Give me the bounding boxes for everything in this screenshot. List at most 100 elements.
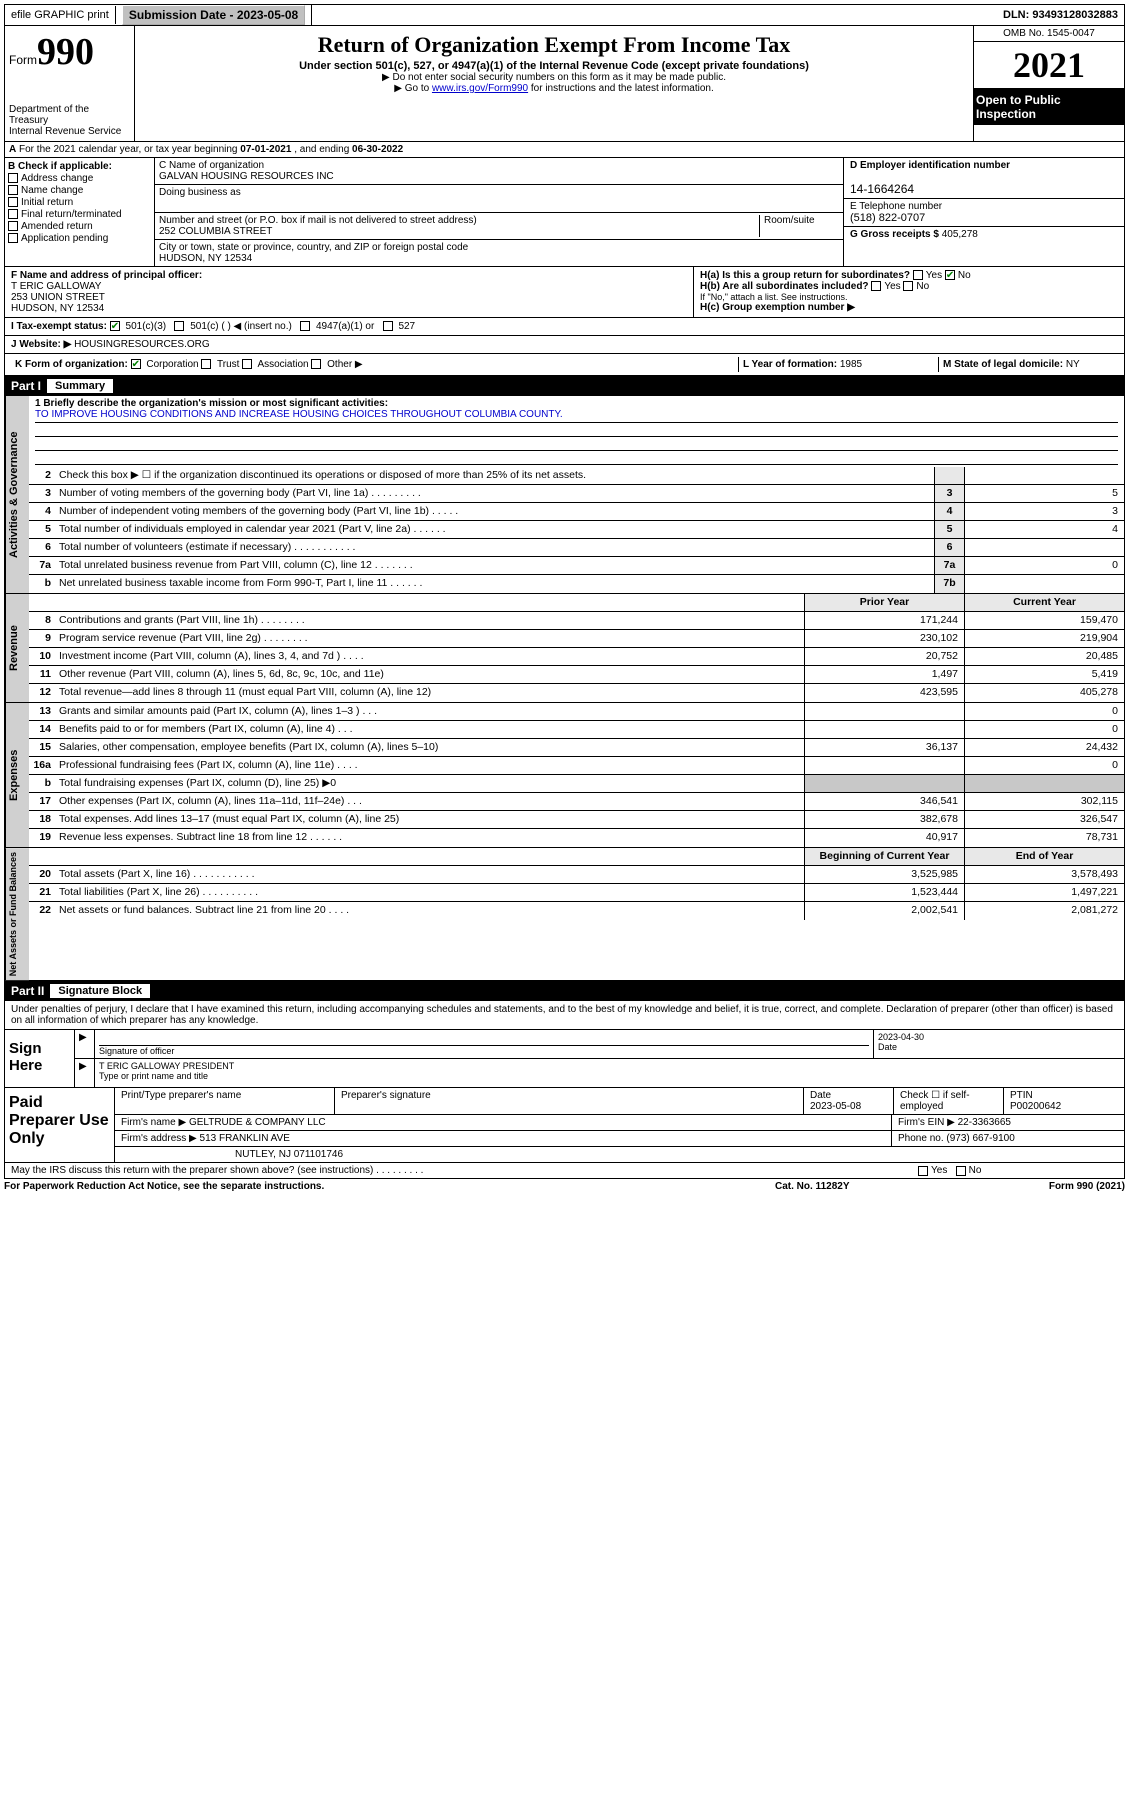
exp-line: 19Revenue less expenses. Subtract line 1… <box>29 829 1124 847</box>
section-fh: F Name and address of principal officer:… <box>4 267 1125 318</box>
gov-line: 5Total number of individuals employed in… <box>29 521 1124 539</box>
na-line: 22Net assets or fund balances. Subtract … <box>29 902 1124 920</box>
mission-block: 1 Briefly describe the organization's mi… <box>29 396 1124 467</box>
rev-line: 9Program service revenue (Part VIII, lin… <box>29 630 1124 648</box>
part-ii-header: Part IISignature Block <box>4 981 1125 1001</box>
firm-addr2: NUTLEY, NJ 071101746 <box>115 1147 1124 1162</box>
mission-text: TO IMPROVE HOUSING CONDITIONS AND INCREA… <box>35 409 1118 423</box>
vtab-revenue: Revenue <box>5 594 29 702</box>
officer-sig-name: T ERIC GALLOWAY PRESIDENT <box>99 1061 234 1071</box>
form-prefix: Form <box>9 53 37 67</box>
dln: DLN: 93493128032883 <box>997 6 1124 24</box>
rev-line: 12Total revenue—add lines 8 through 11 (… <box>29 684 1124 702</box>
telephone: (518) 822-0707 <box>850 212 925 224</box>
ein: 14-1664264 <box>850 182 914 196</box>
chk-trust[interactable] <box>201 359 211 369</box>
col-b: B Check if applicable: Address change Na… <box>5 158 155 266</box>
col-c: C Name of organizationGALVAN HOUSING RES… <box>155 158 844 266</box>
rev-line: 11Other revenue (Part VIII, column (A), … <box>29 666 1124 684</box>
prep-date: 2023-05-08 <box>810 1101 861 1112</box>
line-a: A For the 2021 calendar year, or tax yea… <box>4 142 1125 158</box>
submission-date-btn[interactable]: Submission Date - 2023-05-08 <box>122 5 305 25</box>
hb-no[interactable] <box>903 281 913 291</box>
chk-527[interactable] <box>383 321 393 331</box>
exp-line: 14Benefits paid to or for members (Part … <box>29 721 1124 739</box>
website-note: ▶ Go to www.irs.gov/Form990 for instruct… <box>143 83 965 94</box>
chk-initial[interactable] <box>8 197 18 207</box>
website: HOUSINGRESOURCES.ORG <box>74 339 210 350</box>
chk-4947[interactable] <box>300 321 310 331</box>
org-street: 252 COLUMBIA STREET <box>159 226 272 237</box>
form-number: 990 <box>37 31 94 73</box>
org-name: GALVAN HOUSING RESOURCES INC <box>159 171 334 182</box>
line-klm: K Form of organization: Corporation Trus… <box>4 354 1125 376</box>
hb-yes[interactable] <box>871 281 881 291</box>
gov-line: 6Total number of volunteers (estimate if… <box>29 539 1124 557</box>
gov-line: 2Check this box ▶ ☐ if the organization … <box>29 467 1124 485</box>
form-header: Form990 Department of the Treasury Inter… <box>4 26 1125 142</box>
gross-receipts: 405,278 <box>942 229 978 240</box>
gov-line: 4Number of independent voting members of… <box>29 503 1124 521</box>
ha-yes[interactable] <box>913 270 923 280</box>
omb-number: OMB No. 1545-0047 <box>974 26 1124 42</box>
exp-line: 18Total expenses. Add lines 13–17 (must … <box>29 811 1124 829</box>
ssn-note: ▶ Do not enter social security numbers o… <box>143 72 965 83</box>
revenue-section: Revenue Prior YearCurrent Year 8Contribu… <box>4 594 1125 703</box>
na-line: 20Total assets (Part X, line 16) . . . .… <box>29 866 1124 884</box>
line-i: I Tax-exempt status: 501(c)(3) 501(c) ( … <box>4 318 1125 336</box>
exp-line: 13Grants and similar amounts paid (Part … <box>29 703 1124 721</box>
tax-year: 2021 <box>974 42 1124 89</box>
rev-line: 8Contributions and grants (Part VIII, li… <box>29 612 1124 630</box>
gov-line: bNet unrelated business taxable income f… <box>29 575 1124 593</box>
firm-phone: (973) 667-9100 <box>946 1133 1014 1144</box>
col-d: D Employer identification number14-16642… <box>844 158 1124 266</box>
ha-no[interactable] <box>945 270 955 280</box>
chk-corp[interactable] <box>131 359 141 369</box>
firm-name: GELTRUDE & COMPANY LLC <box>189 1117 326 1128</box>
dept-label: Department of the Treasury <box>9 104 130 126</box>
open-inspection: Open to Public Inspection <box>974 89 1124 125</box>
chk-assoc[interactable] <box>242 359 252 369</box>
form-subtitle: Under section 501(c), 527, or 4947(a)(1)… <box>143 60 965 72</box>
vtab-netassets: Net Assets or Fund Balances <box>5 848 29 980</box>
gov-line: 7aTotal unrelated business revenue from … <box>29 557 1124 575</box>
irs-label: Internal Revenue Service <box>9 126 130 137</box>
firm-ein: 22-3363665 <box>958 1117 1011 1128</box>
chk-501c[interactable] <box>174 321 184 331</box>
vtab-expenses: Expenses <box>5 703 29 847</box>
discuss-no[interactable] <box>956 1166 966 1176</box>
sign-date: 2023-04-30 <box>878 1032 924 1042</box>
expenses-section: Expenses 13Grants and similar amounts pa… <box>4 703 1125 848</box>
chk-address[interactable] <box>8 173 18 183</box>
irs-link[interactable]: www.irs.gov/Form990 <box>432 83 528 94</box>
paid-preparer: Paid Preparer Use Only Print/Type prepar… <box>4 1088 1125 1163</box>
section-bcd: B Check if applicable: Address change Na… <box>4 158 1125 267</box>
paperwork-footer: For Paperwork Reduction Act Notice, see … <box>4 1179 1125 1194</box>
discuss-yes[interactable] <box>918 1166 928 1176</box>
exp-line: 16aProfessional fundraising fees (Part I… <box>29 757 1124 775</box>
sign-here: Sign Here Signature of officer 2023-04-3… <box>4 1030 1125 1088</box>
activities-governance: Activities & Governance 1 Briefly descri… <box>4 396 1125 594</box>
rev-line: 10Investment income (Part VIII, column (… <box>29 648 1124 666</box>
domicile: NY <box>1066 359 1080 370</box>
efile-label: efile GRAPHIC print <box>5 6 116 24</box>
line-j: J Website: ▶ HOUSINGRESOURCES.ORG <box>4 336 1125 354</box>
chk-501c3[interactable] <box>110 321 120 331</box>
exp-line: bTotal fundraising expenses (Part IX, co… <box>29 775 1124 793</box>
exp-line: 15Salaries, other compensation, employee… <box>29 739 1124 757</box>
exp-line: 17Other expenses (Part IX, column (A), l… <box>29 793 1124 811</box>
chk-other[interactable] <box>311 359 321 369</box>
chk-pending[interactable] <box>8 233 18 243</box>
chk-final[interactable] <box>8 209 18 219</box>
discuss-row: May the IRS discuss this return with the… <box>4 1163 1125 1179</box>
officer-name: T ERIC GALLOWAY <box>11 281 101 292</box>
netassets-section: Net Assets or Fund Balances Beginning of… <box>4 848 1125 981</box>
topbar: efile GRAPHIC print Submission Date - 20… <box>4 4 1125 26</box>
declaration: Under penalties of perjury, I declare th… <box>4 1001 1125 1030</box>
part-i-header: Part ISummary <box>4 376 1125 396</box>
na-line: 21Total liabilities (Part X, line 26) . … <box>29 884 1124 902</box>
firm-addr: 513 FRANKLIN AVE <box>200 1133 290 1144</box>
chk-name[interactable] <box>8 185 18 195</box>
org-city: HUDSON, NY 12534 <box>159 253 252 264</box>
chk-amended[interactable] <box>8 221 18 231</box>
